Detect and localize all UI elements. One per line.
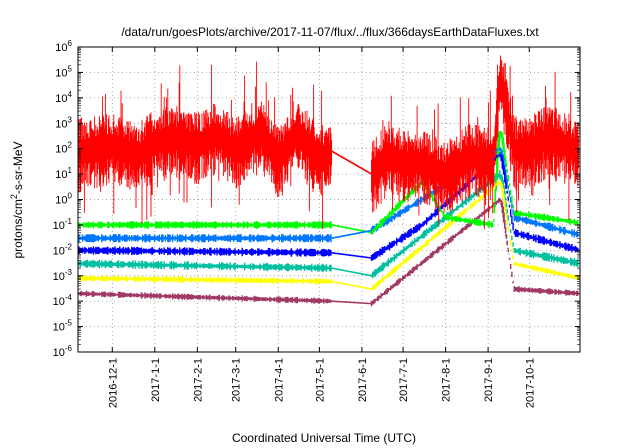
- y-tick-label: 10-4: [53, 293, 73, 308]
- plot-area: [77, 46, 581, 353]
- gap-connectors: [331, 150, 372, 305]
- y-axis-label: protons/cm2-s-sr-MeV: [9, 141, 25, 258]
- x-tick-label: 2017-7-1: [398, 358, 410, 402]
- series-band: [78, 290, 332, 304]
- x-tick-label: 2017-6-1: [357, 358, 369, 402]
- gap-connector: [331, 267, 372, 277]
- spikes: [493, 74, 511, 260]
- y-tick-label: 10-5: [53, 319, 73, 334]
- x-tick-label: 2017-2-1: [192, 358, 204, 402]
- storm-spike: [493, 181, 511, 237]
- x-tick-label: 2017-3-1: [231, 358, 243, 402]
- series-band: [78, 246, 332, 257]
- y-tick-label: 103: [55, 115, 72, 130]
- axis-ticks: [78, 46, 580, 353]
- series-band: [78, 234, 332, 243]
- series-band: [371, 55, 579, 230]
- x-tick-label: 2017-1-1: [150, 358, 162, 402]
- y-tick-label: 104: [55, 90, 72, 105]
- series-band: [78, 275, 332, 285]
- chart-title: /data/run/goesPlots/archive/2017-11-07/f…: [121, 25, 539, 39]
- y-tick-label: 100: [55, 192, 72, 207]
- y-tick-label: 10-1: [53, 217, 73, 232]
- y-tick-label: 10-3: [53, 268, 73, 283]
- x-tick-labels: 2016-12-1 2017-1-1 2017-2-1 2017-3-1 2017-4-…: [107, 358, 536, 408]
- gap-connector: [331, 300, 372, 305]
- gap-connector: [331, 280, 372, 290]
- storm-spike: [493, 154, 511, 207]
- gap-connector: [331, 229, 372, 239]
- x-tick-label: 2017-5-1: [314, 358, 326, 402]
- series-band: [78, 259, 332, 273]
- y-tick-label: 101: [55, 166, 72, 181]
- x-axis-label: Coordinated Universal Time (UTC): [232, 431, 416, 445]
- gap-connector: [331, 252, 372, 259]
- gap-connector: [331, 150, 372, 175]
- series-band: [78, 61, 333, 229]
- x-tick-label: 2017-8-1: [441, 358, 453, 402]
- y-tick-label: 106: [55, 39, 72, 54]
- y-tick-label: 102: [55, 141, 72, 156]
- series-band: [78, 221, 332, 229]
- y-tick-label: 105: [55, 64, 72, 79]
- y-tick-label: 10-2: [53, 242, 73, 257]
- x-tick-label: 2016-12-1: [107, 358, 119, 408]
- x-tick-label: 2017-9-1: [483, 358, 495, 402]
- bands: [78, 55, 579, 307]
- y-tick-label: 10-6: [53, 344, 73, 359]
- storm-spike: [493, 199, 511, 260]
- storm-spike: [493, 130, 511, 214]
- x-tick-label: 2017-4-1: [273, 358, 285, 402]
- y-tick-labels: 10-6 10-5 10-4 10-3 10-2 10-1 100 101 102 103 104 1…: [53, 39, 73, 359]
- storm-spike: [493, 74, 511, 152]
- x-tick-label: 2017-10-1: [524, 358, 536, 408]
